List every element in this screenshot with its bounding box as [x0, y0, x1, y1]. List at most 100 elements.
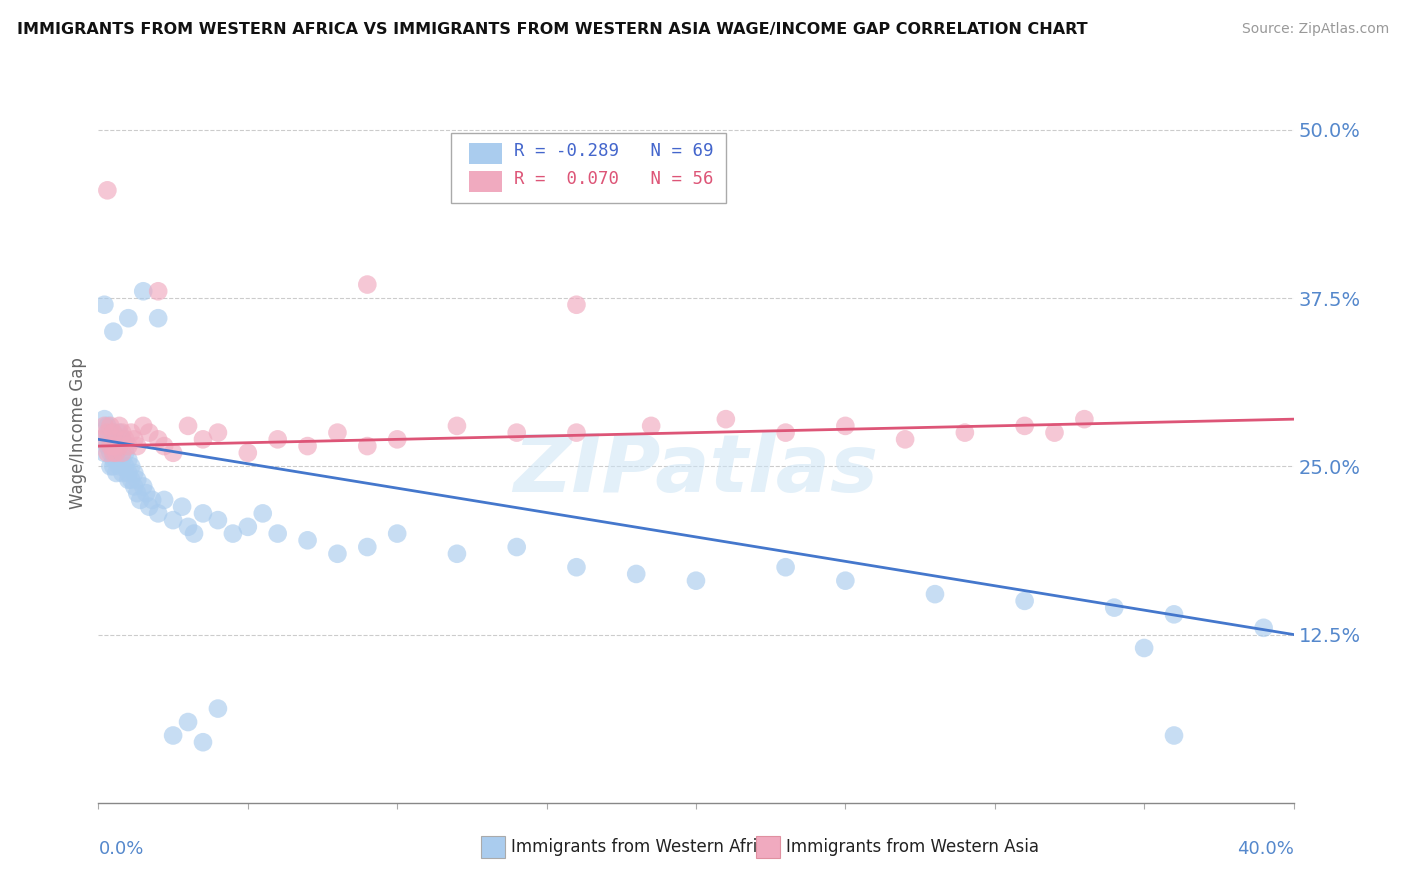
Point: [177, 714, 200, 729]
Point: [191, 507, 214, 521]
Point: [98, 459, 122, 474]
Point: [177, 520, 200, 534]
Point: [98, 418, 122, 433]
Point: [138, 500, 160, 514]
Point: [98, 439, 122, 453]
Point: [191, 735, 214, 749]
Point: [108, 439, 131, 453]
Point: [506, 425, 529, 440]
Point: [1073, 412, 1095, 426]
Point: [326, 547, 349, 561]
Point: [1014, 594, 1036, 608]
Point: [162, 729, 184, 743]
Point: [124, 433, 146, 447]
Point: [267, 433, 290, 447]
Point: [98, 439, 122, 453]
Point: [93, 418, 115, 433]
Point: [775, 425, 797, 440]
Bar: [756, 836, 779, 858]
Point: [222, 526, 245, 541]
Point: [640, 418, 662, 433]
Point: [385, 433, 409, 447]
Point: [135, 486, 157, 500]
Point: [93, 412, 115, 426]
Point: [132, 418, 155, 433]
Point: [105, 466, 128, 480]
Point: [148, 311, 170, 326]
Bar: [481, 836, 505, 858]
Point: [127, 486, 149, 500]
Point: [714, 412, 737, 426]
Point: [953, 425, 976, 440]
Point: [96, 418, 118, 433]
Point: [446, 418, 468, 433]
Point: [1133, 640, 1156, 655]
Point: [108, 459, 131, 474]
Point: [775, 560, 797, 574]
Point: [148, 507, 170, 521]
Point: [1014, 418, 1036, 433]
Point: [120, 473, 142, 487]
Point: [356, 277, 378, 292]
Text: Immigrants from Western Asia: Immigrants from Western Asia: [786, 838, 1039, 856]
Text: Source: ZipAtlas.com: Source: ZipAtlas.com: [1241, 22, 1389, 37]
Point: [834, 418, 856, 433]
Point: [108, 425, 131, 440]
Point: [93, 446, 115, 460]
Point: [105, 446, 128, 460]
Point: [565, 425, 588, 440]
Point: [141, 492, 163, 507]
Point: [172, 500, 194, 514]
Point: [114, 433, 136, 447]
Point: [124, 479, 146, 493]
Point: [191, 433, 214, 447]
Point: [685, 574, 707, 588]
Point: [105, 452, 128, 467]
Point: [207, 513, 229, 527]
Point: [267, 526, 290, 541]
Point: [626, 566, 648, 581]
Point: [96, 425, 118, 440]
Text: Immigrants from Western Africa: Immigrants from Western Africa: [510, 838, 776, 856]
Point: [103, 446, 125, 460]
Point: [120, 425, 142, 440]
Point: [96, 446, 118, 460]
Point: [138, 425, 160, 440]
Point: [117, 452, 139, 467]
Point: [108, 439, 131, 453]
Point: [105, 433, 128, 447]
Point: [111, 446, 134, 460]
Point: [90, 433, 112, 447]
Point: [236, 446, 259, 460]
Point: [105, 433, 128, 447]
Point: [127, 473, 149, 487]
Point: [162, 513, 184, 527]
Point: [252, 507, 274, 521]
Point: [446, 547, 468, 561]
Point: [108, 418, 131, 433]
Point: [1253, 621, 1275, 635]
Y-axis label: Wage/Income Gap: Wage/Income Gap: [69, 357, 87, 508]
Point: [111, 466, 134, 480]
Point: [326, 425, 349, 440]
Point: [103, 425, 125, 440]
Point: [506, 540, 529, 554]
Point: [103, 325, 125, 339]
Point: [93, 298, 115, 312]
Point: [1163, 729, 1185, 743]
Point: [1104, 600, 1126, 615]
Point: [129, 492, 152, 507]
Text: R = -0.289   N = 69: R = -0.289 N = 69: [515, 143, 714, 161]
Point: [103, 452, 125, 467]
Point: [114, 446, 136, 460]
Point: [565, 560, 588, 574]
Point: [834, 574, 856, 588]
Point: [103, 446, 125, 460]
Point: [96, 439, 118, 453]
Point: [148, 433, 170, 447]
Point: [111, 452, 134, 467]
Point: [117, 466, 139, 480]
Point: [183, 526, 205, 541]
Point: [127, 439, 149, 453]
Point: [356, 540, 378, 554]
